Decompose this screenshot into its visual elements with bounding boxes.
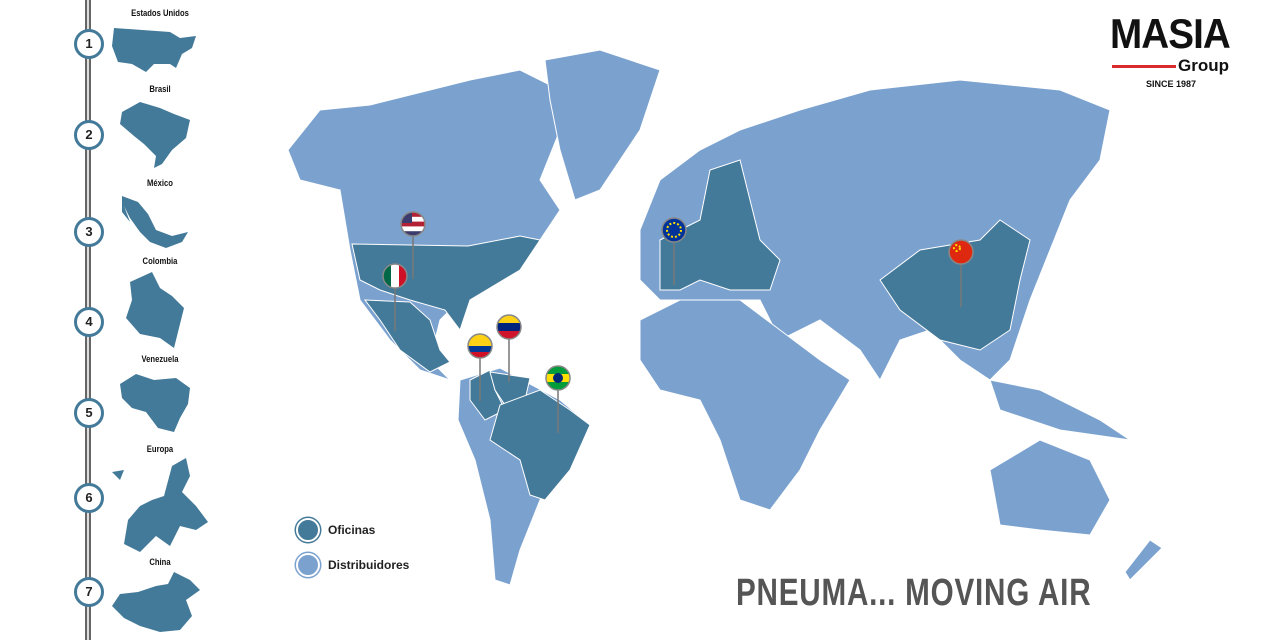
africa: [639, 299, 851, 511]
mexico-flag-pin[interactable]: [382, 263, 408, 331]
usa-flag-pin[interactable]: [400, 211, 426, 279]
mexico-region: [363, 299, 451, 373]
legend-distributor: Distribuidores: [296, 553, 409, 577]
masia-group-logo: MASIA Group SINCE 1987: [1110, 10, 1231, 90]
distributor-swatch: [296, 553, 320, 577]
mexico-flag-icon: [383, 264, 407, 288]
australia: [989, 439, 1111, 536]
greenland: [544, 49, 661, 201]
tagline: PNEUMA... MOVING AIR: [736, 572, 1092, 614]
brazil-shape-icon: [120, 102, 190, 168]
mexico-shape-icon: [122, 196, 188, 248]
colombia-flag-icon: [468, 334, 492, 358]
brazil-region: [489, 389, 591, 501]
logo-accent-bar: [1112, 65, 1176, 68]
new-zealand: [1124, 539, 1163, 581]
eu-flag-pin[interactable]: [661, 217, 687, 285]
china-shape-icon: [112, 572, 200, 632]
legend-office: Oficinas: [296, 518, 375, 542]
venezuela-shape-icon: [120, 374, 190, 432]
brazil-flag-icon: [546, 366, 570, 390]
venezuela-flag-icon: [497, 315, 521, 339]
europe-region: [659, 159, 781, 291]
usa-shape-icon: [112, 28, 196, 72]
colombia-flag-pin[interactable]: [467, 333, 493, 401]
office-swatch: [296, 518, 320, 542]
usa-flag-icon: [401, 212, 425, 236]
location-pins: [382, 211, 974, 433]
china-flag-pin[interactable]: [948, 239, 974, 307]
brazil-flag-pin[interactable]: [545, 365, 571, 433]
southeast-asia: [989, 379, 1131, 441]
europe-shape-icon: [112, 458, 208, 552]
usa-region: [351, 235, 541, 332]
colombia-shape-icon: [126, 272, 184, 348]
venezuela-flag-pin[interactable]: [496, 314, 522, 382]
